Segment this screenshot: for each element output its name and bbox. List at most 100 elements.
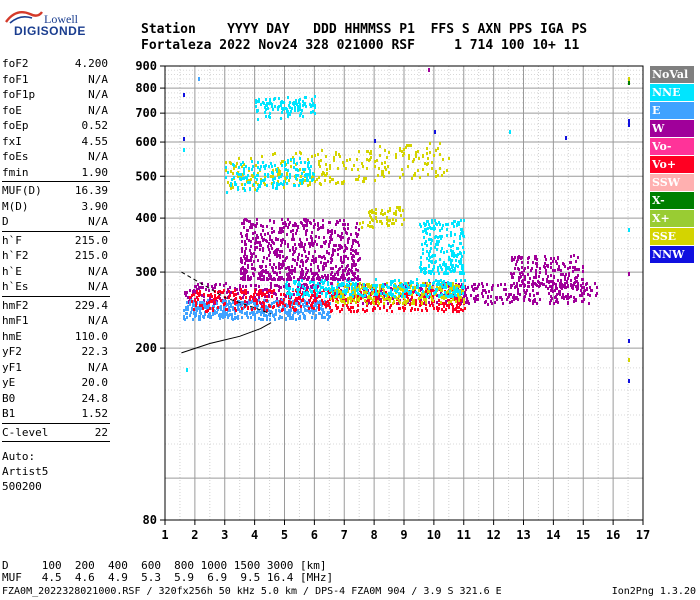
echo-point: [215, 297, 217, 300]
echo-point: [418, 289, 420, 292]
echo-point: [236, 162, 238, 165]
echo-point: [385, 168, 387, 171]
echo-point: [243, 187, 245, 190]
echo-point: [199, 311, 201, 314]
echo-point: [317, 274, 319, 277]
echo-point: [555, 286, 557, 289]
echo-point: [249, 298, 251, 301]
echo-point: [383, 289, 385, 292]
echo-point: [364, 294, 366, 297]
echo-point: [572, 270, 574, 273]
echo-point: [232, 318, 234, 321]
param-row-clevel: C-level 22: [2, 425, 110, 441]
echo-point: [317, 291, 319, 294]
echo-point: [323, 262, 325, 265]
echo-point: [312, 301, 314, 304]
echo-point: [298, 293, 300, 296]
echo-point: [217, 306, 219, 309]
echo-point: [240, 305, 242, 308]
echo-point: [265, 306, 267, 309]
echo-point: [244, 189, 246, 192]
echo-point: [239, 285, 241, 288]
echo-point: [208, 301, 210, 304]
echo-point: [373, 211, 375, 214]
echo-point: [227, 303, 229, 306]
echo-point: [248, 169, 250, 172]
echo-point: [446, 234, 448, 237]
echo-point: [281, 264, 283, 267]
echo-point: [287, 169, 289, 172]
echo-point: [575, 285, 577, 288]
echo-point: [254, 188, 256, 191]
echo-point: [355, 232, 357, 235]
echo-point: [365, 292, 367, 295]
param-row-ye: yE 20.0: [2, 375, 110, 391]
echo-point: [387, 224, 389, 227]
echo-point: [289, 221, 291, 224]
echo-point: [517, 292, 519, 295]
echo-point: [428, 68, 430, 72]
echo-point: [185, 308, 187, 311]
echo-point: [244, 240, 246, 243]
echo-point: [327, 300, 329, 303]
echo-point: [401, 150, 403, 153]
echo-point: [256, 234, 258, 237]
echo-point: [313, 307, 315, 310]
echo-point: [424, 269, 426, 272]
echo-point: [315, 299, 317, 302]
echo-point: [287, 161, 289, 164]
echo-point: [376, 159, 378, 162]
echo-point: [318, 176, 320, 179]
echo-point: [357, 178, 359, 181]
echo-point: [289, 304, 291, 307]
echo-point: [277, 254, 279, 257]
echo-point: [427, 173, 429, 176]
echo-point: [452, 282, 454, 285]
echo-point: [354, 239, 356, 242]
echo-point: [252, 165, 254, 168]
echo-point: [306, 302, 308, 305]
echo-point: [370, 152, 372, 155]
echo-point: [237, 186, 239, 189]
echo-point: [429, 151, 431, 154]
echo-point: [356, 235, 358, 238]
echo-point: [357, 278, 359, 281]
echo-point: [244, 278, 246, 281]
echo-point: [549, 280, 551, 283]
echo-point: [302, 100, 304, 103]
echo-point: [386, 218, 388, 221]
echo-point: [407, 286, 409, 289]
echo-point: [282, 238, 284, 241]
echo-point: [449, 287, 451, 290]
echo-point: [239, 296, 241, 299]
echo-point: [426, 163, 428, 166]
echo-point: [229, 161, 231, 164]
echo-point: [458, 223, 460, 226]
echo-point: [386, 156, 388, 159]
echo-point: [249, 312, 251, 315]
echo-point: [342, 293, 344, 296]
echo-point: [343, 274, 345, 277]
echo-point: [255, 240, 257, 243]
echo-point: [299, 108, 301, 111]
echo-point: [550, 257, 552, 260]
echo-point: [456, 287, 458, 290]
echo-point: [322, 219, 324, 222]
echo-point: [463, 251, 465, 254]
echo-point: [253, 299, 255, 302]
echo-point: [462, 283, 464, 286]
echo-point: [247, 264, 249, 267]
header-values: Fortaleza 2022 Nov24 328 021000 RSF 1 71…: [141, 38, 580, 53]
echo-point: [254, 246, 256, 249]
echo-point: [251, 300, 253, 303]
echo-point: [259, 289, 261, 292]
echo-point: [305, 220, 307, 223]
echo-point: [436, 223, 438, 226]
echo-point: [324, 274, 326, 277]
echo-point: [518, 255, 520, 258]
param-value: 16.39: [74, 184, 108, 197]
echo-point: [413, 158, 415, 161]
autoscaling-info: Auto:: [2, 450, 36, 463]
echo-point: [345, 267, 347, 270]
logo-mark-icon: [5, 11, 43, 24]
